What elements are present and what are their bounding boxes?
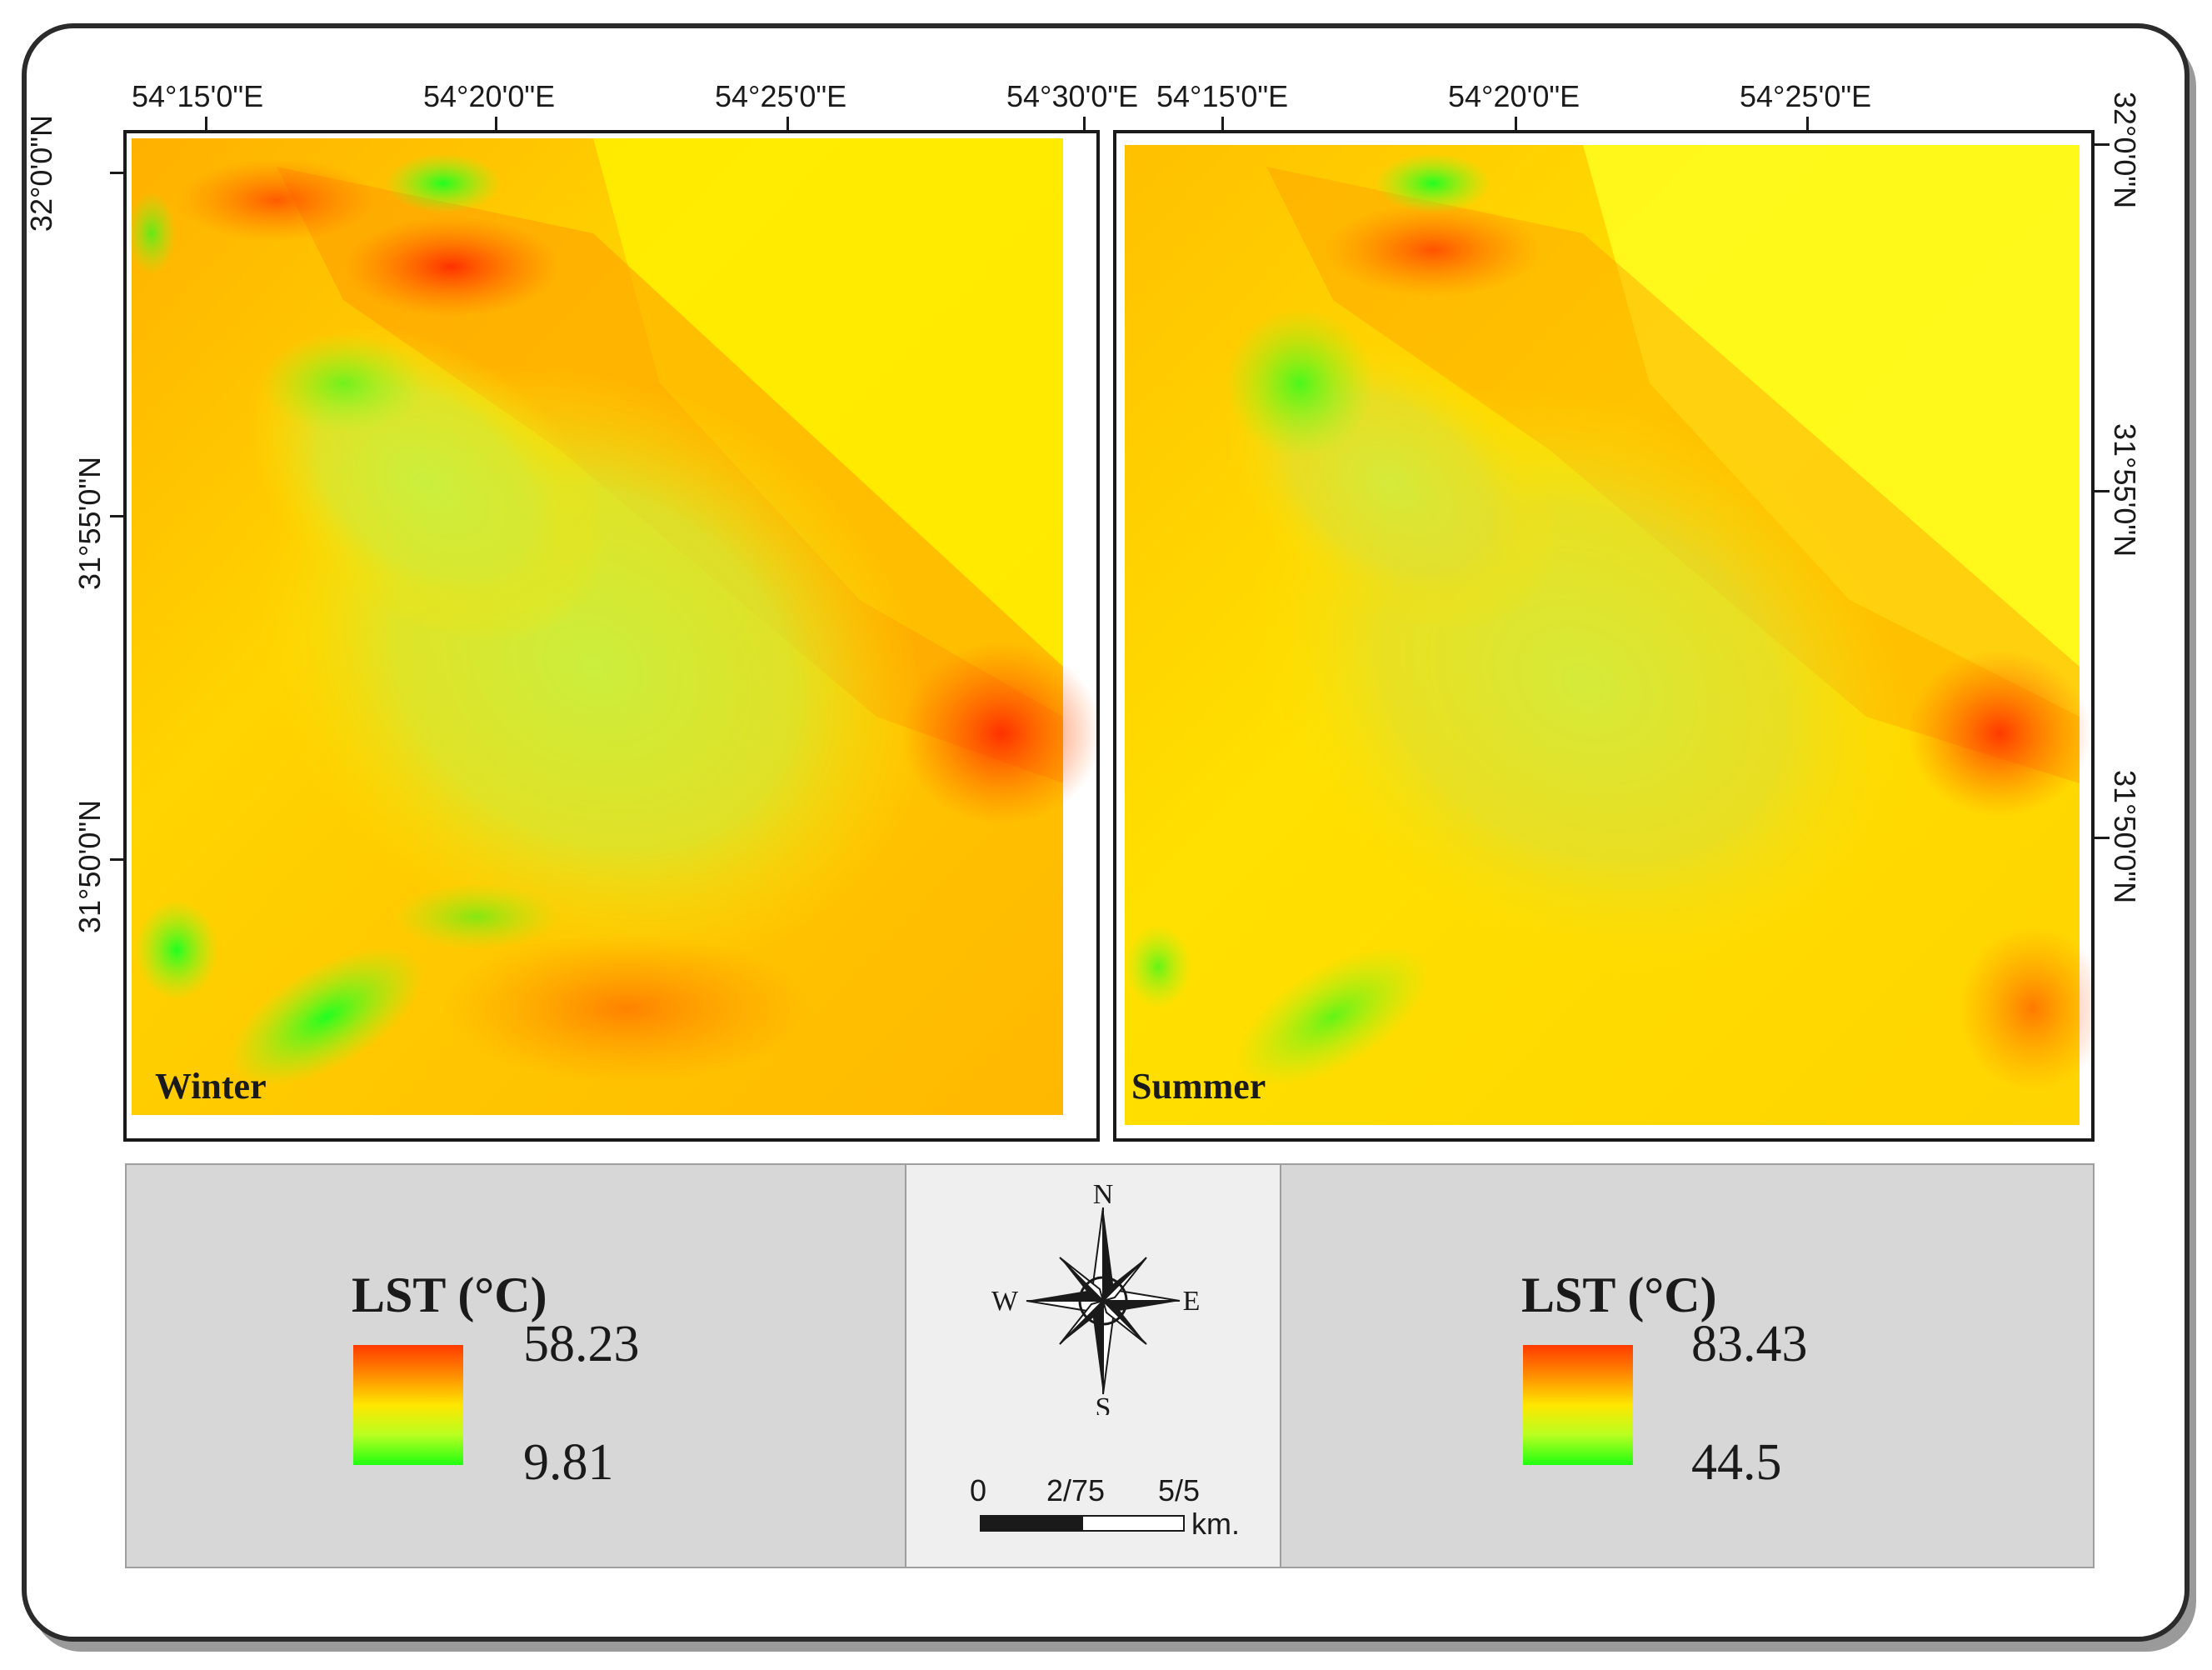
legend-max-value: 83.43 <box>1691 1316 1808 1372</box>
legend-title: LST (°C) <box>352 1268 547 1322</box>
lon-tick <box>495 117 497 132</box>
season-label-winter: Winter <box>155 1066 267 1107</box>
north-arrow-compass-icon: N S E W <box>991 1179 1201 1415</box>
lon-label: 54°20'0"E <box>423 79 556 113</box>
legend-max-value: 58.23 <box>523 1316 640 1372</box>
winter-legend-panel: LST (°C) 58.23 9.81 <box>125 1163 906 1568</box>
scale-unit: km. <box>1191 1507 1240 1541</box>
lon-label: 54°25'0"E <box>1740 79 1872 113</box>
lat-tick <box>2095 837 2110 839</box>
lon-label: 54°15'0"E <box>1156 79 1289 113</box>
lat-tick <box>2095 490 2110 492</box>
scale-bar <box>980 1515 1185 1532</box>
lst-colorbar <box>353 1345 463 1465</box>
lon-tick <box>1221 117 1224 132</box>
lat-tick <box>2095 143 2110 146</box>
lon-label: 54°30'0"E <box>1006 79 1139 113</box>
compass-n: N <box>1093 1179 1114 1210</box>
scale-bar-filled <box>981 1517 1083 1530</box>
legend-min-value: 9.81 <box>523 1434 614 1491</box>
legend-min-value: 44.5 <box>1691 1434 1782 1491</box>
season-label-summer: Summer <box>1131 1066 1266 1107</box>
lon-tick <box>786 117 789 132</box>
lat-label: 32°0'0"N <box>24 114 58 232</box>
lon-label: 54°20'0"E <box>1448 79 1580 113</box>
lat-label: 31°55'0"N <box>2108 423 2142 558</box>
summer-legend-panel: LST (°C) 83.43 44.5 <box>1280 1163 2095 1568</box>
compass-scale-panel: N S E W 0 2/75 5/5 km. <box>905 1163 1281 1568</box>
lat-tick <box>110 858 125 861</box>
summer-lst-raster <box>1125 145 2091 1125</box>
summer-lst-map: Summer <box>1113 130 2095 1142</box>
compass-s: S <box>1096 1392 1111 1415</box>
scale-tick-0: 0 <box>970 1473 987 1508</box>
lon-label: 54°25'0"E <box>715 79 847 113</box>
compass-w: W <box>991 1286 1019 1317</box>
lon-tick <box>1806 117 1809 132</box>
compass-e: E <box>1183 1286 1201 1317</box>
legend-title: LST (°C) <box>1521 1268 1717 1322</box>
lon-tick <box>205 117 207 132</box>
lat-label: 31°50'0"N <box>72 799 107 933</box>
lon-tick <box>1083 117 1086 132</box>
lon-label: 54°15'0"E <box>132 79 264 113</box>
lat-label: 32°0'0"N <box>2108 92 2142 209</box>
lst-colorbar <box>1523 1345 1633 1465</box>
lat-label: 31°50'0"N <box>2108 770 2142 904</box>
lat-tick <box>110 172 125 174</box>
lat-label: 31°55'0"N <box>72 456 107 590</box>
winter-lst-raster <box>127 138 1096 1138</box>
lat-tick <box>110 515 125 518</box>
lon-tick <box>1515 117 1517 132</box>
winter-lst-map: Winter <box>123 130 1100 1142</box>
scale-tick-max: 5/5 <box>1158 1473 1201 1508</box>
scale-tick-mid: 2/75 <box>1046 1473 1106 1508</box>
